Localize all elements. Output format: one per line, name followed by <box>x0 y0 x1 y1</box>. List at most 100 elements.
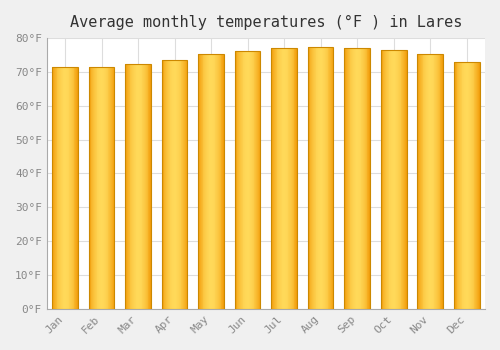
Bar <box>454 62 455 309</box>
Bar <box>442 54 443 309</box>
Bar <box>331 47 332 309</box>
Bar <box>419 54 420 309</box>
Bar <box>208 54 210 309</box>
Bar <box>142 64 144 309</box>
Bar <box>133 64 134 309</box>
Bar <box>359 48 360 309</box>
Bar <box>284 48 285 309</box>
Bar <box>184 61 185 309</box>
Bar <box>65 66 66 309</box>
Bar <box>394 50 396 309</box>
Bar <box>398 50 399 309</box>
Bar <box>420 54 421 309</box>
Bar <box>459 62 460 309</box>
Bar <box>60 66 61 309</box>
Bar <box>206 54 207 309</box>
Bar <box>166 61 167 309</box>
Bar <box>248 51 250 309</box>
Bar <box>431 54 432 309</box>
Bar <box>354 48 356 309</box>
Bar <box>77 66 78 309</box>
Bar <box>244 51 245 309</box>
Bar <box>344 48 346 309</box>
Bar <box>218 54 219 309</box>
Bar <box>126 64 127 309</box>
Bar <box>322 47 324 309</box>
Bar <box>239 51 240 309</box>
Bar <box>52 66 78 309</box>
Bar <box>464 62 465 309</box>
Bar <box>211 54 212 309</box>
Bar <box>405 50 406 309</box>
Bar <box>67 66 68 309</box>
Bar <box>294 48 296 309</box>
Bar <box>242 51 244 309</box>
Bar <box>238 51 239 309</box>
Bar <box>329 47 330 309</box>
Bar <box>440 54 442 309</box>
Bar <box>434 54 436 309</box>
Bar <box>179 61 180 309</box>
Bar <box>185 61 186 309</box>
Bar <box>170 61 171 309</box>
Bar <box>290 48 291 309</box>
Bar <box>418 54 419 309</box>
Bar <box>178 61 179 309</box>
Bar <box>274 48 275 309</box>
Bar <box>328 47 329 309</box>
Bar <box>319 47 320 309</box>
Bar <box>358 48 359 309</box>
Bar <box>52 66 53 309</box>
Bar <box>246 51 247 309</box>
Bar <box>472 62 474 309</box>
Bar <box>104 66 105 309</box>
Bar <box>127 64 128 309</box>
Bar <box>392 50 393 309</box>
Bar <box>216 54 217 309</box>
Bar <box>399 50 400 309</box>
Bar <box>61 66 62 309</box>
Bar <box>471 62 472 309</box>
Bar <box>468 62 469 309</box>
Bar <box>314 47 316 309</box>
Bar <box>70 66 71 309</box>
Bar <box>126 64 151 309</box>
Bar <box>391 50 392 309</box>
Bar <box>424 54 425 309</box>
Bar <box>390 50 391 309</box>
Bar <box>201 54 202 309</box>
Bar <box>280 48 281 309</box>
Bar <box>222 54 223 309</box>
Bar <box>95 66 96 309</box>
Bar <box>111 66 112 309</box>
Bar <box>368 48 369 309</box>
Bar <box>477 62 478 309</box>
Bar <box>235 51 260 309</box>
Bar <box>364 48 365 309</box>
Bar <box>220 54 222 309</box>
Bar <box>213 54 214 309</box>
Bar <box>369 48 370 309</box>
Bar <box>348 48 350 309</box>
Bar <box>454 62 479 309</box>
Bar <box>210 54 211 309</box>
Bar <box>101 66 102 309</box>
Bar <box>397 50 398 309</box>
Bar <box>396 50 397 309</box>
Bar <box>288 48 290 309</box>
Bar <box>470 62 471 309</box>
Bar <box>465 62 466 309</box>
Bar <box>308 47 309 309</box>
Bar <box>436 54 437 309</box>
Bar <box>177 61 178 309</box>
Bar <box>173 61 174 309</box>
Bar <box>381 50 406 309</box>
Bar <box>54 66 55 309</box>
Bar <box>72 66 73 309</box>
Bar <box>55 66 56 309</box>
Bar <box>384 50 385 309</box>
Bar <box>386 50 387 309</box>
Bar <box>276 48 278 309</box>
Bar <box>258 51 260 309</box>
Bar <box>476 62 477 309</box>
